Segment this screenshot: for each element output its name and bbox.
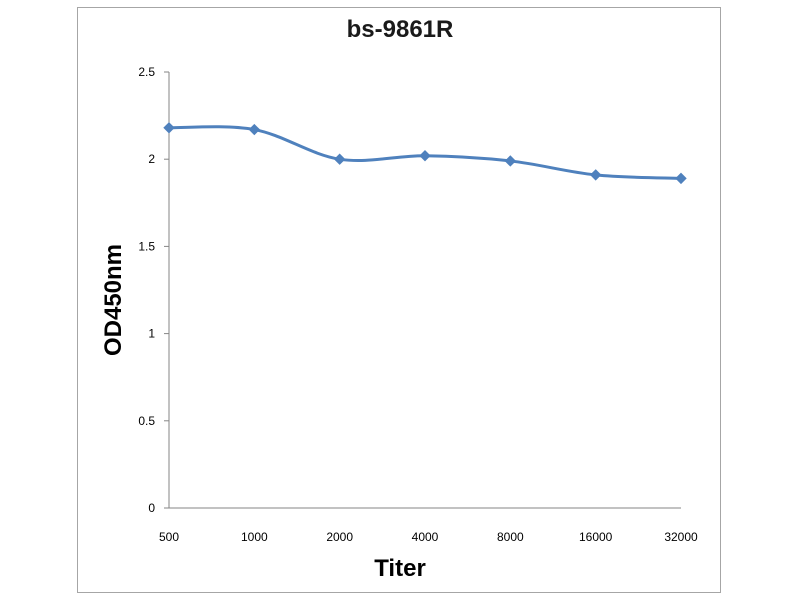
x-tick-label: 2000: [326, 530, 353, 544]
data-point-marker: [419, 150, 431, 162]
x-tick-label: 16000: [579, 530, 613, 544]
y-tick-label: 1: [148, 327, 155, 341]
x-tick-label: 32000: [664, 530, 698, 544]
data-point-marker: [248, 123, 261, 136]
y-tick-label: 0: [148, 501, 155, 515]
x-tick-label: 8000: [497, 530, 524, 544]
data-point-marker: [675, 172, 687, 185]
chart-title: bs-9861R: [346, 16, 454, 43]
x-tick-label: 500: [159, 530, 179, 544]
data-point-marker: [504, 155, 517, 167]
x-tick-label: 4000: [412, 530, 439, 544]
data-point-marker: [333, 153, 346, 165]
data-point-marker: [163, 122, 175, 134]
chart-frame: [77, 7, 721, 593]
y-tick-label: 0.5: [138, 414, 155, 428]
y-tick-label: 2.5: [138, 65, 155, 79]
y-tick-label: 1.5: [138, 239, 155, 253]
x-tick-label: 1000: [241, 530, 268, 544]
x-axis-label: Titer: [374, 555, 426, 582]
y-tick-label: 2: [148, 152, 155, 166]
data-point-marker: [589, 169, 602, 181]
